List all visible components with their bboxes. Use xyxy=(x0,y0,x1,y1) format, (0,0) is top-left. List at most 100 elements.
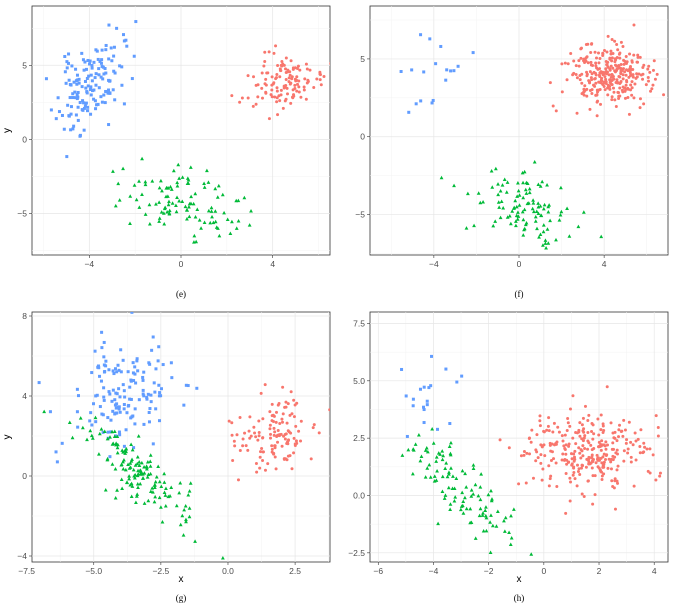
data-point-triangle xyxy=(524,191,529,195)
data-point-triangle xyxy=(488,550,493,555)
data-point-square xyxy=(78,101,82,105)
data-point-circle xyxy=(647,64,651,68)
data-point-circle xyxy=(566,62,570,66)
data-point-circle xyxy=(574,72,578,76)
data-point-circle xyxy=(584,42,588,46)
data-point-circle xyxy=(633,82,637,86)
data-point-triangle xyxy=(202,220,207,224)
data-point-circle xyxy=(610,479,614,483)
data-point-square xyxy=(125,44,129,48)
data-point-triangle xyxy=(548,218,552,223)
data-point-triangle xyxy=(446,485,451,490)
data-point-square xyxy=(97,67,101,71)
data-point-circle xyxy=(230,433,234,437)
data-point-circle xyxy=(270,88,274,92)
data-point-circle xyxy=(618,75,622,79)
data-point-square xyxy=(134,381,138,385)
data-point-circle xyxy=(318,72,322,76)
data-point-triangle xyxy=(486,492,491,497)
data-point-triangle xyxy=(479,472,484,476)
data-point-square xyxy=(460,374,464,378)
data-point-circle xyxy=(276,440,280,444)
data-point-triangle xyxy=(545,183,549,187)
data-point-triangle xyxy=(121,466,126,471)
data-point-circle xyxy=(560,62,564,66)
data-point-triangle xyxy=(490,185,495,189)
data-point-circle xyxy=(578,421,582,425)
data-point-circle xyxy=(254,102,258,106)
data-point-circle xyxy=(639,73,643,77)
data-point-circle xyxy=(594,64,598,68)
data-point-square xyxy=(195,386,199,390)
data-point-square xyxy=(149,400,153,404)
data-point-square xyxy=(69,83,73,87)
data-point-triangle xyxy=(210,214,214,219)
data-point-circle xyxy=(639,428,643,432)
data-point-circle xyxy=(270,419,274,423)
data-point-circle xyxy=(312,423,316,427)
data-point-triangle xyxy=(538,204,543,208)
data-point-circle xyxy=(615,468,619,472)
data-point-circle xyxy=(651,453,655,457)
data-point-circle xyxy=(258,455,262,459)
data-point-circle xyxy=(615,81,619,85)
data-point-circle xyxy=(629,460,633,464)
data-point-triangle xyxy=(130,447,135,452)
data-point-square xyxy=(99,95,103,99)
data-point-circle xyxy=(297,85,301,89)
data-point-triangle xyxy=(236,198,241,203)
data-point-circle xyxy=(615,448,619,452)
data-point-circle xyxy=(580,492,584,496)
data-point-circle xyxy=(605,453,609,457)
data-point-triangle xyxy=(137,459,142,464)
data-point-circle xyxy=(275,89,279,93)
data-point-circle xyxy=(251,104,255,108)
data-point-triangle xyxy=(452,499,457,503)
data-point-triangle xyxy=(228,231,233,235)
data-point-circle xyxy=(569,452,573,456)
data-point-square xyxy=(82,68,86,72)
data-point-triangle xyxy=(436,451,441,455)
data-point-triangle xyxy=(148,471,153,476)
data-point-circle xyxy=(653,77,657,81)
data-point-triangle xyxy=(140,192,144,197)
data-point-circle xyxy=(610,83,614,87)
data-point-triangle xyxy=(525,201,530,206)
data-point-circle xyxy=(596,99,600,103)
data-point-circle xyxy=(611,484,615,488)
data-point-circle xyxy=(270,444,274,448)
data-point-circle xyxy=(292,94,296,98)
data-point-triangle xyxy=(416,433,421,437)
data-point-square xyxy=(67,114,71,118)
data-point-circle xyxy=(563,61,567,65)
data-point-square xyxy=(100,100,104,104)
data-point-square xyxy=(133,422,137,426)
data-point-square xyxy=(104,71,108,75)
data-point-circle xyxy=(577,428,581,432)
data-point-circle xyxy=(580,72,584,76)
data-point-square xyxy=(107,123,111,127)
data-point-square xyxy=(115,392,119,396)
data-point-square xyxy=(158,391,162,395)
data-point-square xyxy=(89,411,93,415)
data-point-circle xyxy=(274,410,278,414)
data-point-circle xyxy=(566,416,570,420)
data-point-square xyxy=(85,90,89,94)
data-point-circle xyxy=(632,53,636,57)
data-point-circle xyxy=(547,429,551,433)
data-point-circle xyxy=(627,420,631,424)
data-point-triangle xyxy=(113,203,118,208)
data-point-circle xyxy=(524,481,528,485)
data-point-square xyxy=(76,105,80,109)
data-point-triangle xyxy=(199,226,203,230)
data-point-triangle xyxy=(105,436,110,441)
data-point-circle xyxy=(254,83,258,87)
data-point-square xyxy=(92,97,96,101)
data-point-circle xyxy=(292,415,296,419)
data-point-circle xyxy=(276,433,280,437)
data-point-circle xyxy=(286,68,290,72)
data-point-square xyxy=(49,108,53,112)
data-point-square xyxy=(110,399,114,403)
data-point-square xyxy=(455,380,459,384)
data-point-circle xyxy=(594,81,598,85)
